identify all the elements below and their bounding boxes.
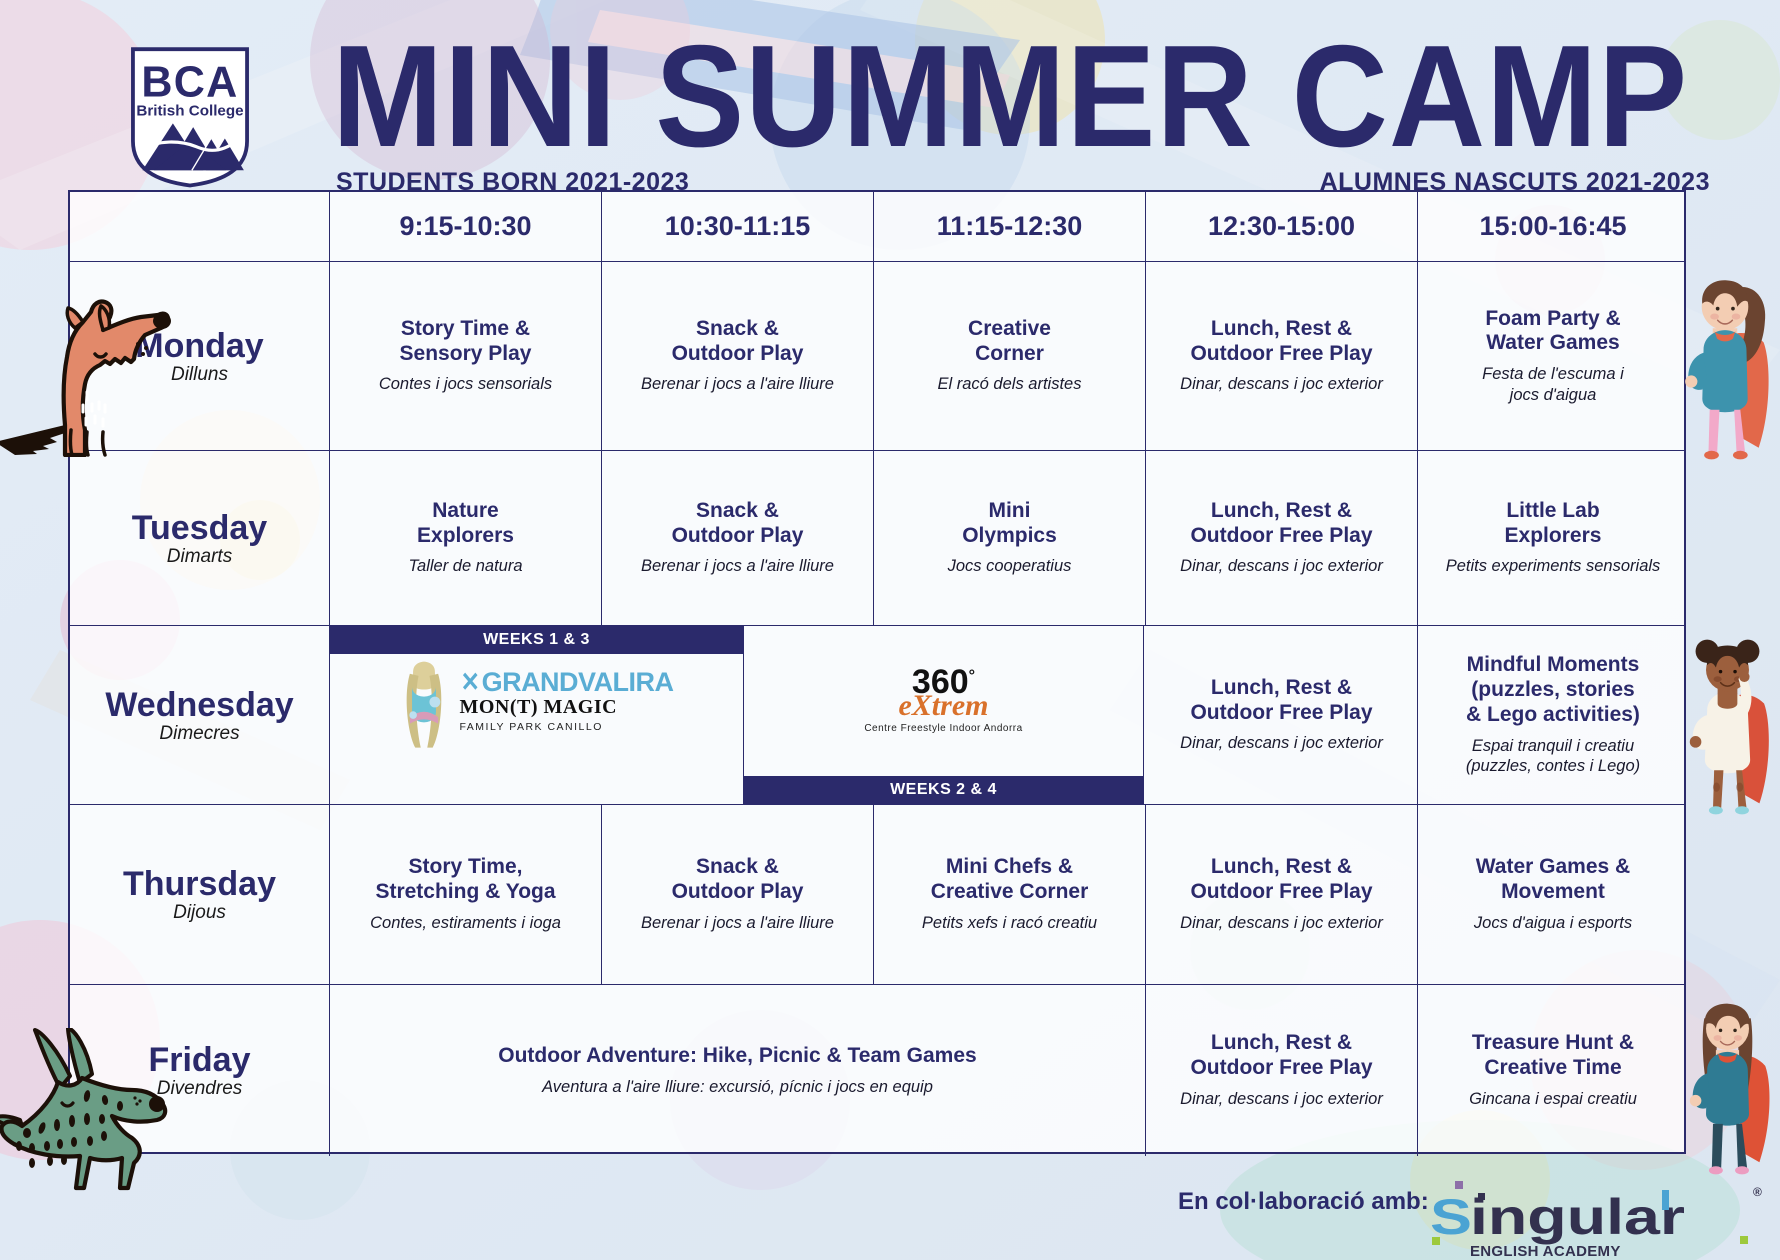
svg-text:®: ®	[1753, 1185, 1762, 1199]
svg-text:ingular: ingular	[1470, 1189, 1685, 1245]
svg-text:British College: British College	[136, 103, 243, 120]
svg-text:ENGLISH ACADEMY: ENGLISH ACADEMY	[1470, 1243, 1621, 1260]
svg-text:BCA: BCA	[141, 59, 238, 107]
svg-text:S: S	[1430, 1189, 1472, 1245]
